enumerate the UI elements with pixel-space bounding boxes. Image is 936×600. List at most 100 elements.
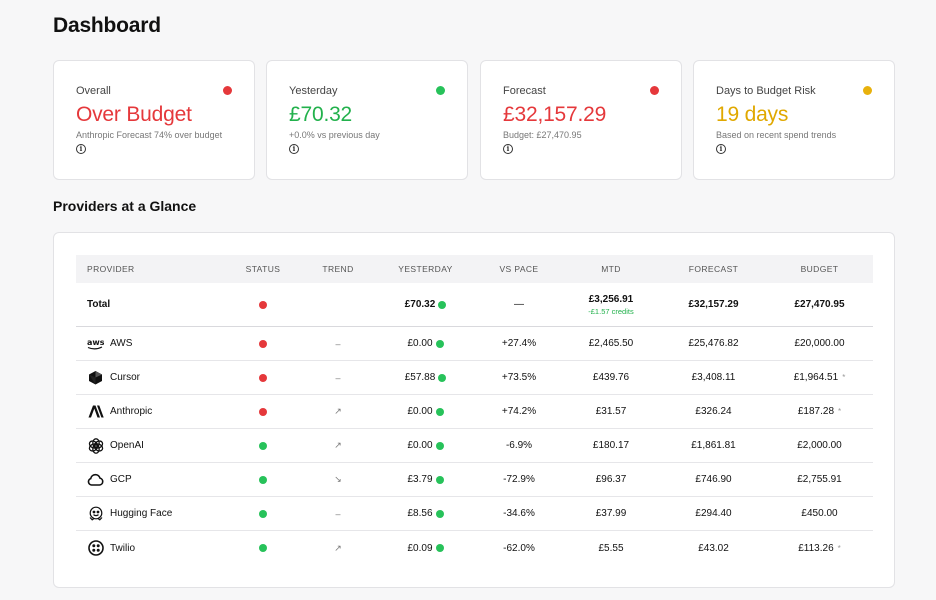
provider-name: Anthropic xyxy=(110,406,153,417)
header-vs-pace[interactable]: VS PACE xyxy=(499,264,539,274)
header-mtd[interactable]: MTD xyxy=(601,264,621,274)
svg-text:aws: aws xyxy=(87,338,104,347)
table-row[interactable]: OpenAI ↗ £0.00 -6.9% £180.17 £1,861.81 £… xyxy=(76,429,873,463)
table-row[interactable]: GCP ↘ £3.79 -72.9% £96.37 £746.90 £2,755… xyxy=(76,463,873,497)
header-provider[interactable]: PROVIDER xyxy=(87,264,135,274)
yesterday-value: £8.56 xyxy=(407,508,433,519)
budget-value: £113.26 xyxy=(798,542,834,554)
budget-value: £450.00 xyxy=(801,508,838,519)
mtd-cell: £3,256.91 -£1.57 credits xyxy=(561,283,661,326)
status-dot xyxy=(435,544,444,552)
info-icon[interactable]: i xyxy=(76,144,86,154)
budget-cell: £187.28 * xyxy=(766,395,873,428)
provider-cell: Anthropic xyxy=(87,395,152,428)
card-label: Days to Budget Risk xyxy=(716,85,816,97)
trend-down-icon: ↘ xyxy=(334,474,342,484)
budget-value: £187.28 xyxy=(797,406,835,417)
page-title: Dashboard xyxy=(53,14,161,37)
status-dot xyxy=(435,509,444,518)
yesterday-value: £0.09 xyxy=(407,542,433,554)
status-dot xyxy=(435,407,444,416)
table-header: PROVIDER STATUS TREND YESTERDAY VS PACE … xyxy=(76,255,873,283)
header-yesterday[interactable]: YESTERDAY xyxy=(398,264,453,274)
yesterday-cell: £57.88 xyxy=(374,361,477,394)
provider-cell: OpenAI xyxy=(87,429,144,462)
trend-up-icon: ↗ xyxy=(334,440,342,450)
yesterday-value: £3.79 xyxy=(407,474,433,485)
table-row[interactable]: aws AWS – £0.00 +27.4% £2,465.50 £25,476… xyxy=(76,327,873,361)
card-subtitle: Budget: £27,470.95 xyxy=(503,130,582,140)
mtd-credits: -£1.57 credits xyxy=(588,306,634,316)
pace-cell: -72.9% xyxy=(503,474,535,485)
info-icon[interactable]: i xyxy=(289,144,299,154)
yesterday-cell: £0.00 xyxy=(374,429,477,462)
card-days-to-budget-risk[interactable]: Days to Budget Risk 19 days Based on rec… xyxy=(693,60,895,180)
pace-cell: -62.0% xyxy=(503,542,535,554)
info-icon[interactable]: i xyxy=(716,144,726,154)
info-icon[interactable]: i xyxy=(503,144,513,154)
card-value: £70.32 xyxy=(289,103,353,126)
budget-value: £2,000.00 xyxy=(797,440,842,451)
status-cell xyxy=(216,497,310,530)
yesterday-cell: £70.32 xyxy=(374,283,477,326)
status-dot xyxy=(259,509,267,518)
card-label: Yesterday xyxy=(289,85,338,97)
provider-cell: Twilio xyxy=(87,531,135,565)
forecast-cell: £32,157.29 xyxy=(688,299,739,310)
mtd-cell: £180.17 xyxy=(592,440,630,451)
yesterday-cell: £3.79 xyxy=(374,463,477,496)
budget-cell: £113.26 * xyxy=(766,531,873,565)
mtd-cell: £439.76 xyxy=(592,372,630,383)
forecast-cell: £1,861.81 xyxy=(691,440,736,451)
hugging-face-icon xyxy=(87,505,104,522)
budget-cell: £1,964.51 * xyxy=(766,361,873,394)
budget-cell: £2,755.91 xyxy=(766,463,873,496)
header-forecast[interactable]: FORECAST xyxy=(688,264,739,274)
card-forecast[interactable]: Forecast £32,157.29 Budget: £27,470.95 i xyxy=(480,60,682,180)
status-dot xyxy=(436,86,445,95)
card-subtitle: +0.0% vs previous day xyxy=(289,130,380,140)
pace-cell: +73.5% xyxy=(501,372,537,383)
provider-cell: Cursor xyxy=(87,361,140,394)
openai-icon xyxy=(87,437,104,454)
card-overall[interactable]: Overall Over Budget Anthropic Forecast 7… xyxy=(53,60,255,180)
table-row[interactable]: Hugging Face – £8.56 -34.6% £37.99 £294.… xyxy=(76,497,873,531)
yesterday-cell: £0.00 xyxy=(374,395,477,428)
summary-cards: Overall Over Budget Anthropic Forecast 7… xyxy=(53,60,895,180)
provider-cell: Hugging Face xyxy=(87,497,172,530)
forecast-cell: £294.40 xyxy=(695,508,732,519)
cursor-icon xyxy=(87,369,104,386)
mtd-cell: £5.55 xyxy=(598,542,624,554)
trend-icon: – xyxy=(335,372,341,383)
provider-name: AWS xyxy=(110,338,133,349)
status-cell xyxy=(216,429,310,462)
mtd-cell: £37.99 xyxy=(595,508,627,519)
card-subtitle: Anthropic Forecast 74% over budget xyxy=(76,130,223,140)
table-row[interactable]: Anthropic ↗ £0.00 +74.2% £31.57 £326.24 … xyxy=(76,395,873,429)
mtd-cell: £96.37 xyxy=(595,474,627,485)
card-subtitle: Based on recent spend trends xyxy=(716,130,837,140)
header-budget[interactable]: BUDGET xyxy=(800,264,839,274)
header-status[interactable]: STATUS xyxy=(245,264,281,274)
yesterday-value: £70.32 xyxy=(404,299,436,310)
table-row[interactable]: Twilio ↗ £0.09 -62.0% £5.55 £43.02 £113.… xyxy=(76,531,873,565)
provider-name: Hugging Face xyxy=(110,508,173,519)
provider-name: Total xyxy=(87,299,111,310)
total-row: Total £70.32 — £3,256.91 -£1.57 credits … xyxy=(76,283,873,327)
yesterday-value: £0.00 xyxy=(407,338,433,349)
status-dot xyxy=(259,339,267,348)
budget-cell: £450.00 xyxy=(766,497,873,530)
budget-value: £2,755.91 xyxy=(797,474,842,485)
header-trend[interactable]: TREND xyxy=(322,264,354,274)
status-dot xyxy=(259,300,267,309)
pace-cell: +74.2% xyxy=(501,406,537,417)
yesterday-value: £0.00 xyxy=(407,406,433,417)
status-cell xyxy=(216,463,310,496)
card-yesterday[interactable]: Yesterday £70.32 +0.0% vs previous day i xyxy=(266,60,468,180)
yesterday-cell: £0.09 xyxy=(374,531,477,565)
provider-name: GCP xyxy=(110,474,132,485)
twilio-icon xyxy=(87,540,104,557)
yesterday-cell: £8.56 xyxy=(374,497,477,530)
table-row[interactable]: Cursor – £57.88 +73.5% £439.76 £3,408.11… xyxy=(76,361,873,395)
mtd-cell: £2,465.50 xyxy=(588,338,634,349)
